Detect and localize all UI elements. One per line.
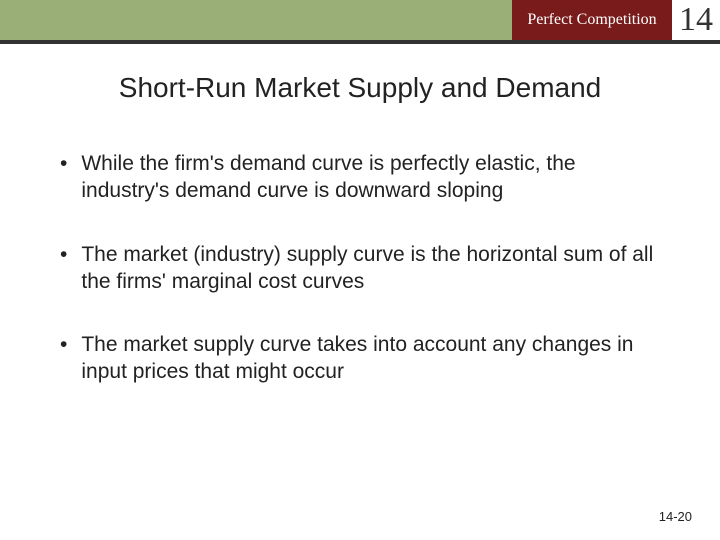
bullet-item: • The market supply curve takes into acc… [60, 331, 660, 386]
page-number: 14-20 [659, 509, 692, 524]
bullet-marker-icon: • [60, 331, 67, 358]
bullet-text: While the firm's demand curve is perfect… [81, 150, 660, 205]
bullet-item: • The market (industry) supply curve is … [60, 241, 660, 296]
bullet-text: The market supply curve takes into accou… [81, 331, 660, 386]
bullet-list: • While the firm's demand curve is perfe… [60, 150, 660, 422]
slide-title: Short-Run Market Supply and Demand [0, 72, 720, 104]
bullet-marker-icon: • [60, 241, 67, 268]
chapter-number-box: 14 [672, 0, 720, 44]
chapter-number: 14 [679, 1, 713, 39]
bullet-marker-icon: • [60, 150, 67, 177]
bullet-text: The market (industry) supply curve is th… [81, 241, 660, 296]
chapter-label: Perfect Competition [527, 11, 656, 29]
chapter-label-box: Perfect Competition [512, 0, 672, 44]
bullet-item: • While the firm's demand curve is perfe… [60, 150, 660, 205]
